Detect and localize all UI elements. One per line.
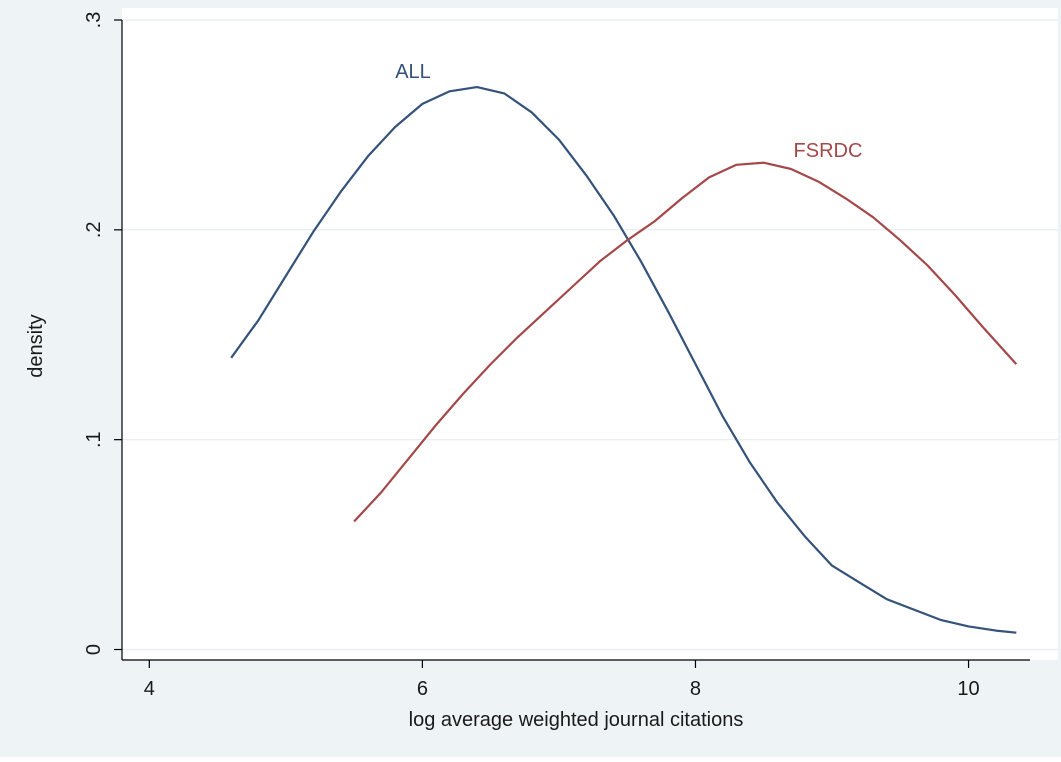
y-axis-label: density (25, 314, 47, 377)
grid-lines (122, 19, 1058, 651)
series-line-all (230, 86, 1017, 634)
tick-marks: 0 .1 .2 .3 4 6 8 10 (83, 12, 980, 700)
series-label-all: ALL (395, 61, 431, 83)
plot-area (122, 8, 1058, 660)
y-tick-label-3: .3 (83, 12, 105, 29)
y-tick-label-2: .2 (83, 221, 105, 238)
series-label-fsrdc: FSRDC (794, 140, 863, 162)
series-line-fsrdc (353, 161, 1018, 523)
series-lines (230, 86, 1018, 634)
axes (121, 20, 1030, 661)
x-axis-label: log average weighted journal citations (409, 709, 744, 731)
y-tick-label-1: .1 (83, 431, 105, 448)
x-tick-label-3: 10 (957, 678, 979, 700)
x-tick-label-0: 4 (144, 678, 155, 700)
x-tick-label-2: 8 (690, 678, 701, 700)
y-tick-label-0: 0 (83, 644, 105, 655)
x-tick-label-1: 6 (417, 678, 428, 700)
